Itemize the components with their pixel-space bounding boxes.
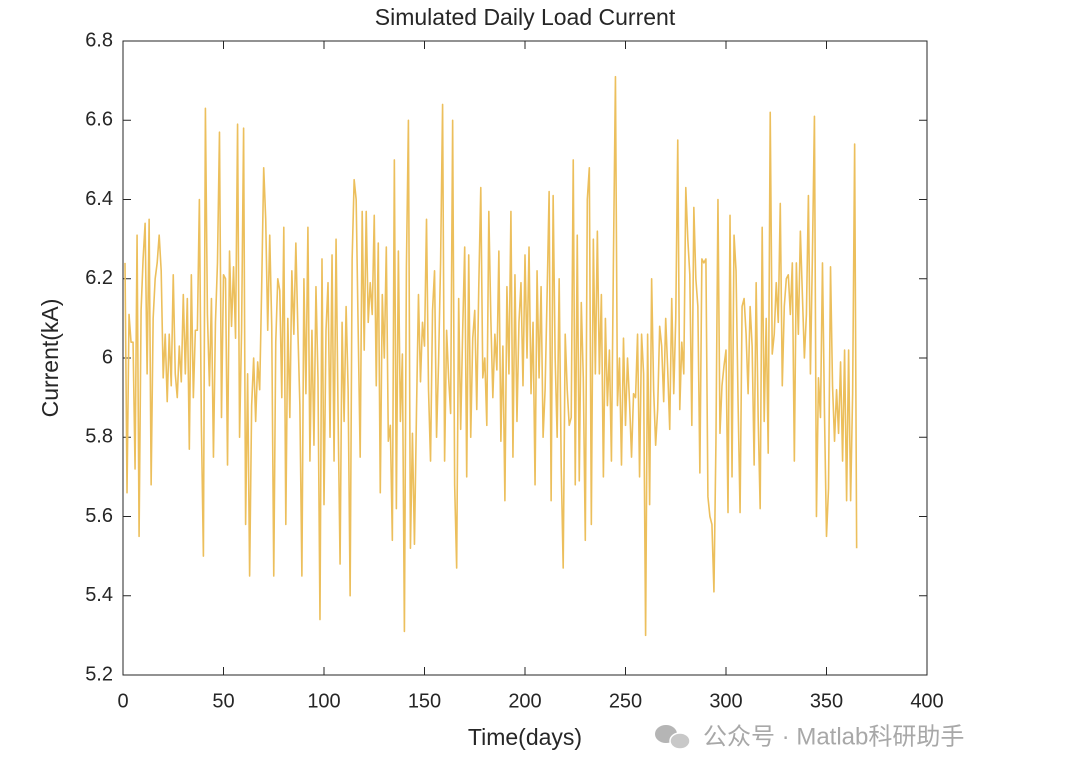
y-tick-label: 6.8 (85, 29, 113, 51)
x-tick-label: 0 (117, 690, 128, 712)
x-tick-label: 200 (508, 690, 541, 712)
x-tick-label: 150 (408, 690, 441, 712)
watermark: 公众号 · Matlab科研助手 (703, 723, 964, 750)
x-tick-label: 50 (212, 690, 234, 712)
y-tick-label: 5.2 (85, 663, 113, 685)
plot-frame (122, 40, 928, 676)
y-tick-label: 6.4 (85, 188, 113, 210)
data-line (124, 75, 858, 637)
x-tick-label: 350 (810, 690, 843, 712)
y-tick-label: 5.8 (85, 426, 113, 448)
watermark-icon (655, 725, 691, 750)
y-tick-label: 6 (102, 346, 113, 368)
y-tick-label: 5.4 (85, 584, 113, 606)
y-axis-label: Current(kA) (37, 299, 63, 418)
y-tick-label: 6.2 (85, 267, 113, 289)
y-tick-label: 5.6 (85, 505, 113, 527)
chart-title: Simulated Daily Load Current (375, 4, 676, 30)
x-tick-label: 300 (709, 690, 742, 712)
x-axis-label: Time(days) (468, 724, 582, 750)
x-tick-label: 100 (307, 690, 340, 712)
x-tick-label: 400 (910, 690, 943, 712)
y-tick-label: 6.6 (85, 109, 113, 131)
x-tick-label: 250 (609, 690, 642, 712)
